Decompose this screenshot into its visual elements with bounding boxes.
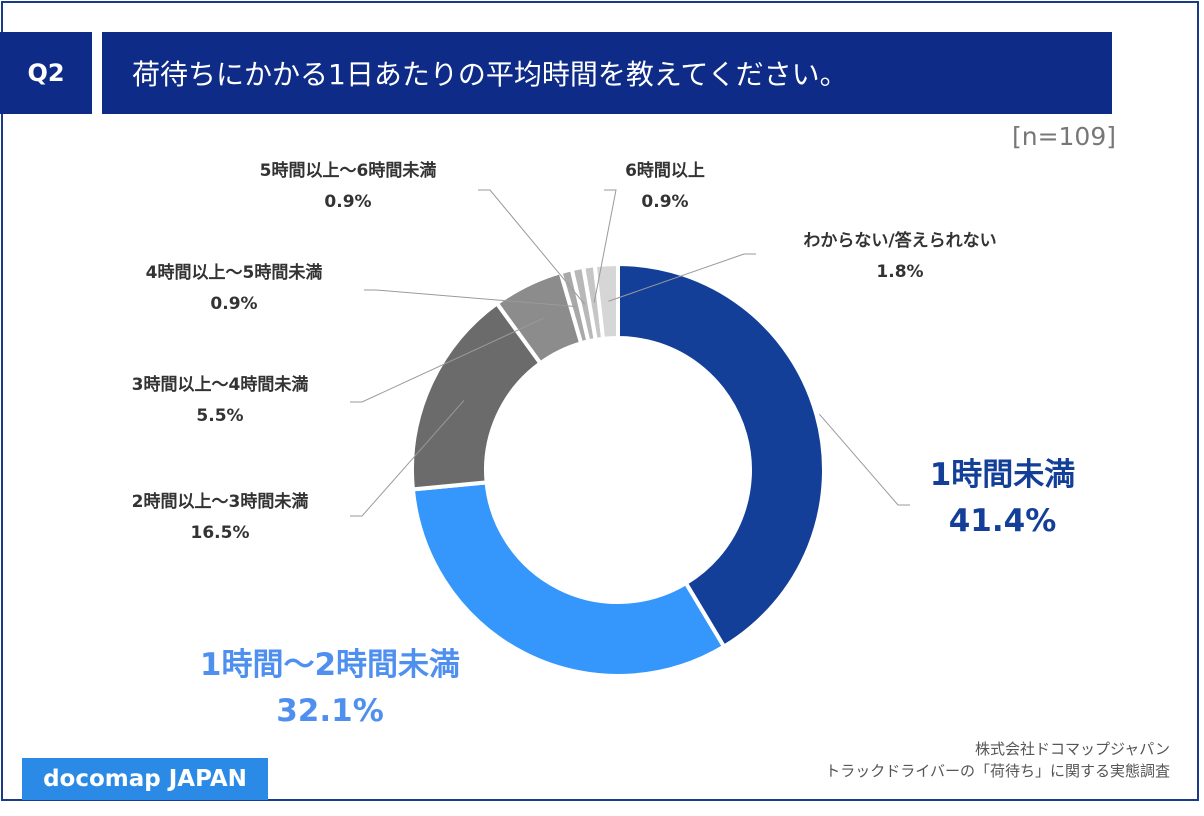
label-slice-3: 2時間以上〜3時間未満 16.5% [90, 487, 350, 549]
donut-slice-8 [592, 261, 620, 342]
question-badge: Q2 [0, 32, 92, 114]
label-slice-2-name: 1時間〜2時間未満 [199, 647, 461, 683]
label-slice-4-name: 3時間以上〜4時間未満 [131, 375, 309, 395]
label-slice-1: 1時間未満 41.4% [900, 452, 1105, 544]
label-slice-1-value: 41.4% [948, 503, 1057, 539]
label-slice-4-value: 5.5% [196, 406, 244, 426]
label-slice-8-value: 1.8% [876, 262, 924, 282]
label-slice-5-value: 0.9% [210, 294, 258, 314]
label-slice-7-value: 0.9% [641, 192, 689, 212]
source-company: 株式会社ドコマップジャパン [974, 740, 1170, 758]
source-survey: トラックドライバーの「荷待ち」に関する実態調査 [825, 762, 1170, 780]
label-slice-5: 4時間以上〜5時間未満 0.9% [104, 258, 364, 320]
question-title: 荷待ちにかかる1日あたりの平均時間を教えてください。 [102, 32, 1112, 114]
leader-line-6 [478, 189, 586, 305]
donut-slices [410, 261, 826, 678]
donut-slice-1 [616, 261, 826, 650]
label-slice-3-value: 16.5% [190, 523, 250, 543]
leader-line-1 [819, 413, 910, 506]
label-slice-3-name: 2時間以上〜3時間未満 [131, 492, 309, 512]
leader-lines [350, 189, 910, 517]
leader-line-5 [364, 289, 576, 307]
label-slice-8: わからない/答えられない 1.8% [760, 226, 1040, 288]
label-slice-2: 1時間〜2時間未満 32.1% [160, 642, 500, 734]
company-logo: docomap JAPAN [22, 758, 268, 800]
donut-slice-2 [410, 480, 727, 678]
label-slice-7-name: 6時間以上 [625, 161, 705, 181]
label-slice-7: 6時間以上 0.9% [590, 156, 740, 218]
leader-line-4 [350, 317, 544, 403]
leader-line-7 [593, 189, 617, 303]
label-slice-6-value: 0.9% [324, 192, 372, 212]
label-slice-1-name: 1時間未満 [929, 457, 1076, 493]
source-note: 株式会社ドコマップジャパン トラックドライバーの「荷待ち」に関する実態調査 [825, 738, 1170, 782]
label-slice-8-name: わからない/答えられない [803, 231, 997, 251]
label-slice-6: 5時間以上〜6時間未満 0.9% [218, 156, 478, 218]
label-slice-4: 3時間以上〜4時間未満 5.5% [90, 370, 350, 432]
sample-size: [n=109] [1011, 122, 1116, 151]
label-slice-2-value: 32.1% [276, 693, 384, 729]
label-slice-6-name: 5時間以上〜6時間未満 [259, 161, 437, 181]
leader-line-3 [350, 400, 465, 517]
leader-line-8 [608, 253, 756, 302]
label-slice-5-name: 4時間以上〜5時間未満 [145, 263, 323, 283]
